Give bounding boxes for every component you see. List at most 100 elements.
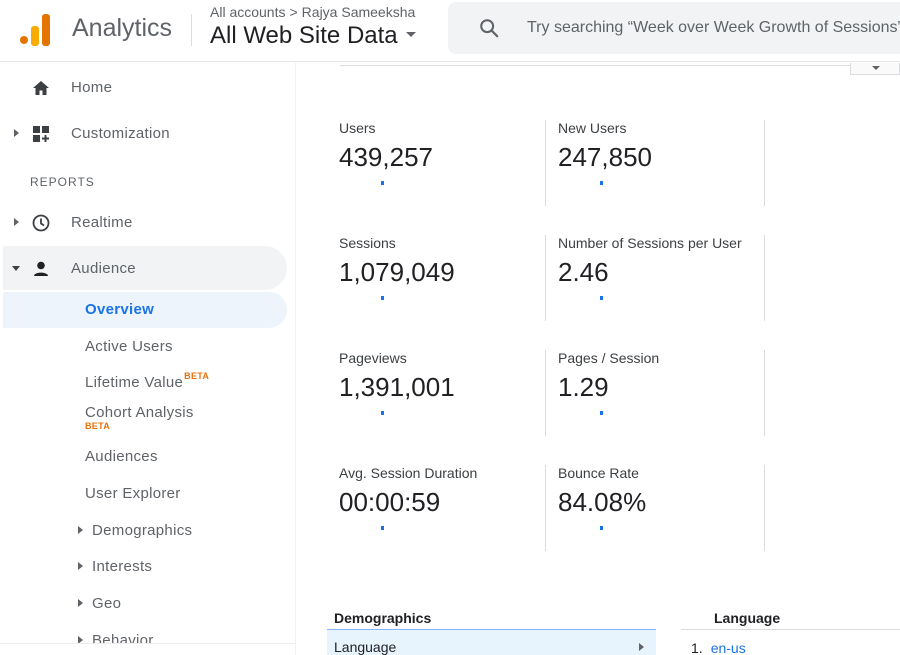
metric-avg-session-duration[interactable]: Avg. Session Duration 00:00:59 [339, 465, 559, 555]
sparkline [600, 526, 603, 530]
sidebar-subitem-demographics[interactable]: Demographics [78, 522, 192, 539]
sidebar-item-audience[interactable]: Audience [0, 246, 290, 290]
metric-label: Pageviews [339, 350, 407, 366]
sidebar-subitem-overview[interactable]: Overview [85, 301, 155, 318]
expand-arrow-icon[interactable] [14, 129, 19, 137]
breadcrumb-separator: > [289, 4, 298, 20]
sparkline [600, 411, 603, 415]
sparkline [600, 181, 603, 185]
metric-sessions[interactable]: Sessions 1,079,049 [339, 235, 559, 325]
breadcrumb[interactable]: All accounts > Rajya Sameeksha [210, 4, 415, 20]
metric-divider [545, 465, 546, 551]
demographics-row-label: Language [334, 639, 397, 655]
metric-value: 439,257 [339, 142, 433, 172]
date-range-dropdown[interactable] [850, 63, 900, 75]
search-bar[interactable]: Try searching “Week over Week Growth of … [448, 2, 900, 54]
metric-divider [545, 350, 546, 436]
property-name: All Web Site Data [210, 22, 398, 49]
expand-arrow-icon[interactable] [14, 218, 19, 226]
expand-arrow-icon [78, 599, 83, 608]
sidebar-subitem-user-explorer[interactable]: User Explorer [85, 485, 181, 502]
metric-label: Bounce Rate [558, 465, 639, 481]
metric-label: Avg. Session Duration [339, 465, 478, 481]
metric-pages-per-session[interactable]: Pages / Session 1.29 [558, 350, 778, 440]
metric-bounce-rate[interactable]: Bounce Rate 84.08% [558, 465, 778, 555]
sidebar-subitem-active-users[interactable]: Active Users [85, 338, 173, 355]
sidebar-subitem-cohort-analysis[interactable]: Cohort Analysis [85, 404, 194, 421]
metric-label: Sessions [339, 235, 396, 251]
overview-highlight [3, 292, 287, 328]
metric-users[interactable]: Users 439,257 [339, 120, 559, 210]
metric-divider [545, 120, 546, 206]
audience-highlight [3, 246, 287, 290]
expand-arrow-icon [78, 562, 83, 571]
demographics-heading: Demographics [334, 610, 432, 626]
header-rule [340, 65, 900, 66]
collapse-arrow-icon[interactable] [12, 266, 20, 271]
sidebar-item-label: Audience [71, 260, 136, 277]
sparkline [381, 296, 384, 300]
sidebar-nav: Home Customization REPORTS Realtime Audi… [0, 63, 296, 655]
analytics-logo-icon[interactable] [20, 12, 52, 46]
breadcrumb-account[interactable]: Rajya Sameeksha [301, 4, 416, 20]
metric-value: 1,391,001 [339, 372, 455, 402]
metric-value: 247,850 [558, 142, 652, 172]
sidebar-item-label: Home [71, 79, 113, 96]
metric-label: Users [339, 120, 376, 136]
header-divider [191, 14, 192, 46]
sidebar-subitem-label: Geo [92, 595, 122, 612]
sidebar-subitem-audiences[interactable]: Audiences [85, 448, 158, 465]
search-icon [480, 19, 499, 38]
home-icon [33, 81, 49, 95]
beta-badge: BETA [85, 421, 111, 431]
chevron-right-icon [639, 643, 644, 651]
metric-pageviews[interactable]: Pageviews 1,391,001 [339, 350, 559, 440]
breadcrumb-all-accounts[interactable]: All accounts [210, 4, 286, 20]
sidebar-footer [0, 643, 295, 655]
reports-section-label: REPORTS [30, 175, 95, 189]
metric-divider [545, 235, 546, 321]
metric-value: 1,079,049 [339, 257, 455, 287]
sidebar-subitem-geo[interactable]: Geo [78, 595, 121, 612]
language-table-rule [681, 629, 900, 630]
metric-divider [764, 350, 765, 436]
main-content: Users 439,257 New Users 247,850 Sessions… [297, 63, 900, 655]
metric-value: 84.08% [558, 487, 647, 517]
sidebar-item-label: Realtime [71, 214, 133, 231]
sidebar-subitem-label: Interests [92, 558, 153, 575]
metric-new-users[interactable]: New Users 247,850 [558, 120, 778, 210]
sidebar-item-home[interactable]: Home [0, 65, 290, 109]
customization-icon [33, 126, 49, 142]
metric-label: Pages / Session [558, 350, 660, 366]
expand-arrow-icon [78, 636, 83, 645]
sidebar-item-label: Customization [71, 125, 170, 142]
person-icon [34, 261, 48, 276]
expand-arrow-icon [78, 526, 83, 535]
metric-value: 2.46 [558, 257, 609, 287]
sidebar-subitem-interests[interactable]: Interests [78, 558, 152, 575]
metric-divider [764, 120, 765, 206]
clock-icon [32, 214, 50, 232]
caret-down-icon [405, 32, 416, 38]
metric-divider [764, 465, 765, 551]
search-placeholder[interactable]: Try searching “Week over Week Growth of … [527, 19, 900, 36]
demographics-row-language[interactable]: Language [327, 629, 656, 655]
sparkline [381, 526, 384, 530]
sparkline [600, 296, 603, 300]
sidebar-item-customization[interactable]: Customization [0, 111, 290, 155]
language-heading: Language [714, 610, 781, 626]
language-link[interactable]: en-us [710, 640, 746, 655]
metric-label: Number of Sessions per User [558, 235, 742, 251]
sidebar-item-realtime[interactable]: Realtime [0, 200, 290, 244]
top-header: Analytics All accounts > Rajya Sameeksha A… [0, 0, 900, 62]
metric-value: 00:00:59 [339, 487, 441, 517]
beta-badge: BETA [184, 371, 210, 381]
sidebar-subitem-lifetime-value[interactable]: Lifetime ValueBETA [85, 371, 210, 391]
app-title[interactable]: Analytics [72, 14, 173, 42]
property-selector[interactable]: All Web Site Data [210, 22, 416, 50]
metric-sessions-per-user[interactable]: Number of Sessions per User 2.46 [558, 235, 778, 325]
metric-value: 1.29 [558, 372, 609, 402]
sidebar-subitem-label: Demographics [92, 522, 193, 539]
row-rank: 1. [691, 640, 703, 655]
sidebar-subitem-label: Lifetime Value [85, 374, 184, 391]
